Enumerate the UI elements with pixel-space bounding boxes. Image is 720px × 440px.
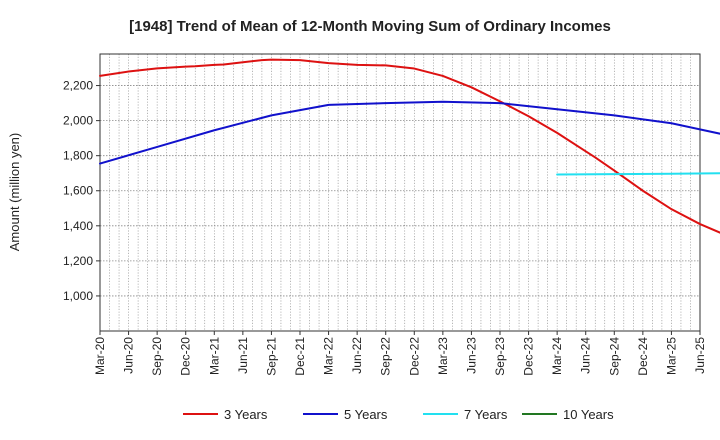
y-tick-label: 1,400 (63, 219, 93, 233)
x-tick-label: Mar-22 (322, 337, 336, 375)
y-tick-label: 1,800 (63, 149, 93, 163)
x-tick-label: Jun-21 (236, 337, 250, 374)
x-tick-label: Sep-20 (150, 337, 164, 376)
plot-area (99, 53, 701, 332)
legend-label: 5 Years (344, 407, 388, 422)
y-tick-label: 1,200 (63, 254, 93, 268)
grid (100, 54, 700, 331)
y-axis-label: Amount (million yen) (7, 133, 22, 252)
series-line-3-years (99, 58, 720, 234)
x-tick-label: Sep-22 (379, 337, 393, 376)
x-axis-ticks: Mar-20 Jun-20 Sep-20 Dec-20 Mar-21 Jun-21 Sep-… (93, 331, 707, 376)
x-tick-label: Mar-24 (550, 337, 564, 375)
y-tick-label: 1,600 (63, 184, 93, 198)
x-tick-label: Mar-23 (436, 337, 450, 375)
legend-label: 10 Years (563, 407, 614, 422)
x-tick-label: Dec-23 (522, 337, 536, 376)
x-tick-label: Sep-23 (493, 337, 507, 376)
x-tick-label: Jun-22 (350, 337, 364, 374)
x-tick-label: Dec-24 (636, 337, 650, 376)
x-tick-label: Dec-22 (407, 337, 421, 376)
x-tick-label: Jun-25 (693, 337, 707, 374)
x-tick-label: Dec-20 (179, 337, 193, 376)
x-tick-label: Jun-20 (122, 337, 136, 374)
x-tick-label: Dec-21 (293, 337, 307, 376)
series-lines (99, 58, 720, 234)
x-tick-label: Jun-23 (464, 337, 478, 374)
chart-title: [1948] Trend of Mean of 12-Month Moving … (129, 18, 611, 35)
y-axis-ticks: 1,000 1,200 1,400 1,600 1,800 2,000 2,200 (63, 79, 100, 303)
legend: 3 Years 5 Years 7 Years 10 Years (183, 407, 614, 422)
x-tick-label: Mar-25 (664, 337, 678, 375)
x-tick-label: Mar-21 (207, 337, 221, 375)
x-tick-label: Sep-21 (264, 337, 278, 376)
x-tick-label: Jun-24 (579, 337, 593, 374)
series-line-7-years (556, 172, 720, 176)
legend-label: 3 Years (224, 407, 268, 422)
x-tick-label: Sep-24 (607, 337, 621, 376)
series-line-5-years (99, 100, 720, 165)
y-tick-label: 2,200 (63, 79, 93, 93)
legend-label: 7 Years (464, 407, 508, 422)
y-tick-label: 2,000 (63, 114, 93, 128)
y-tick-label: 1,000 (63, 289, 93, 303)
x-tick-label: Mar-20 (93, 337, 107, 375)
